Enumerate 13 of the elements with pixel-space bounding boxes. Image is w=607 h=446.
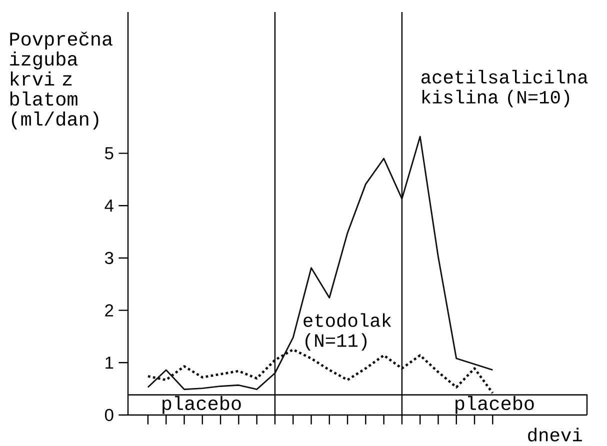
annotation: placebo xyxy=(162,396,241,414)
y-tick-label: 0 xyxy=(104,408,114,422)
series-label: acetilsalicilna kislina (N=10) xyxy=(422,70,588,108)
series-label: etodolak (N=11) xyxy=(304,313,392,351)
line-series xyxy=(147,136,494,390)
y-tick-label: 2 xyxy=(105,304,114,316)
y-axis-title: Povprečna izguba krvi z blatom (ml/dan) xyxy=(10,32,112,130)
y-tick-label: 3 xyxy=(104,252,114,264)
y-tick-label: 5 xyxy=(105,147,114,160)
annotation: placebo xyxy=(456,396,534,414)
y-tick-label: 1 xyxy=(106,356,114,369)
x-axis-title: dnevi xyxy=(528,428,582,442)
y-tick-label: 4 xyxy=(104,200,114,212)
